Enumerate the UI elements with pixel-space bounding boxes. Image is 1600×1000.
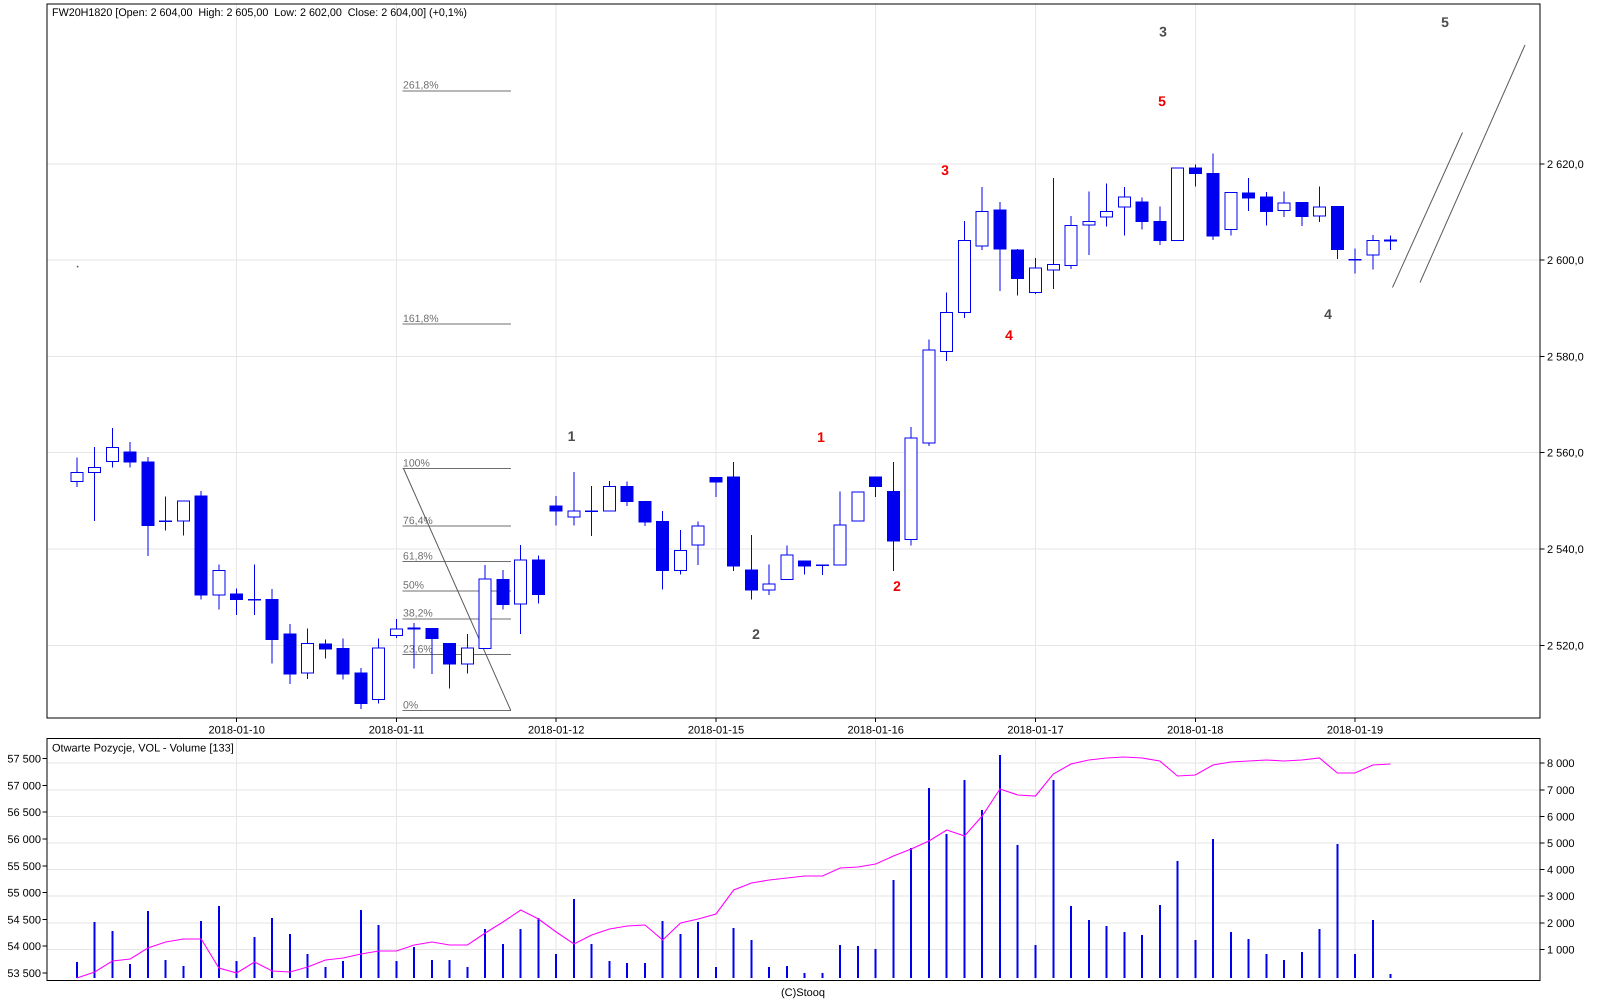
svg-text:55 500: 55 500 bbox=[7, 861, 41, 873]
svg-text:5 000: 5 000 bbox=[1547, 838, 1575, 850]
svg-text:6 000: 6 000 bbox=[1547, 811, 1575, 823]
svg-text:4: 4 bbox=[1005, 327, 1013, 343]
svg-text:54 000: 54 000 bbox=[7, 941, 41, 953]
svg-text:1: 1 bbox=[817, 429, 825, 445]
svg-text:3 000: 3 000 bbox=[1547, 891, 1575, 903]
svg-text:50%: 50% bbox=[403, 580, 424, 592]
svg-text:2018-01-15: 2018-01-15 bbox=[688, 725, 744, 737]
svg-text:57 500: 57 500 bbox=[7, 754, 41, 766]
svg-text:0%: 0% bbox=[403, 699, 418, 711]
svg-text:261,8%: 261,8% bbox=[403, 80, 439, 92]
svg-text:2: 2 bbox=[893, 578, 901, 594]
svg-text:2018-01-17: 2018-01-17 bbox=[1007, 725, 1063, 737]
svg-text:53 500: 53 500 bbox=[7, 968, 41, 980]
svg-text:161,8%: 161,8% bbox=[403, 313, 439, 325]
svg-text:FW20H1820 [Open: 2 604,00 Hig: FW20H1820 [Open: 2 604,00 High: 2 605,00… bbox=[52, 7, 467, 19]
svg-text:57 000: 57 000 bbox=[7, 780, 41, 792]
svg-text:2: 2 bbox=[752, 626, 760, 642]
svg-text:54 500: 54 500 bbox=[7, 914, 41, 926]
svg-text:2 620,0: 2 620,0 bbox=[1547, 159, 1584, 171]
svg-text:2018-01-11: 2018-01-11 bbox=[369, 725, 424, 737]
svg-text:2018-01-10: 2018-01-10 bbox=[209, 725, 265, 737]
svg-text:Otwarte Pozycje, VOL - Volume: Otwarte Pozycje, VOL - Volume [133] bbox=[52, 743, 234, 755]
svg-text:3: 3 bbox=[941, 162, 949, 178]
svg-text:(C)Stooq: (C)Stooq bbox=[781, 987, 825, 999]
svg-text:1: 1 bbox=[568, 428, 576, 444]
svg-text:61,8%: 61,8% bbox=[403, 550, 433, 562]
svg-text:2 520,0: 2 520,0 bbox=[1547, 640, 1584, 652]
svg-text:7 000: 7 000 bbox=[1547, 785, 1575, 797]
svg-text:2018-01-12: 2018-01-12 bbox=[528, 725, 584, 737]
svg-text:1 000: 1 000 bbox=[1547, 944, 1575, 956]
svg-text:2 580,0: 2 580,0 bbox=[1547, 351, 1584, 363]
svg-text:5: 5 bbox=[1158, 93, 1166, 109]
svg-text:2 540,0: 2 540,0 bbox=[1547, 544, 1584, 556]
svg-text:2 600,0: 2 600,0 bbox=[1547, 255, 1584, 267]
svg-text:2018-01-16: 2018-01-16 bbox=[848, 725, 904, 737]
svg-text:23,6%: 23,6% bbox=[403, 643, 433, 655]
svg-text:3: 3 bbox=[1159, 24, 1167, 40]
svg-text:2 000: 2 000 bbox=[1547, 918, 1575, 930]
svg-text:5: 5 bbox=[1441, 14, 1449, 30]
svg-text:8 000: 8 000 bbox=[1547, 758, 1575, 770]
svg-text:56 000: 56 000 bbox=[7, 834, 41, 846]
svg-text:100%: 100% bbox=[403, 457, 430, 469]
svg-text:4 000: 4 000 bbox=[1547, 865, 1575, 877]
svg-text:2018-01-18: 2018-01-18 bbox=[1167, 725, 1223, 737]
svg-text:55 000: 55 000 bbox=[7, 888, 41, 900]
svg-text:2018-01-19: 2018-01-19 bbox=[1327, 725, 1383, 737]
svg-text:38,2%: 38,2% bbox=[403, 608, 433, 620]
svg-text:2 560,0: 2 560,0 bbox=[1547, 448, 1584, 460]
svg-text:4: 4 bbox=[1324, 306, 1332, 322]
svg-text:56 500: 56 500 bbox=[7, 807, 41, 819]
